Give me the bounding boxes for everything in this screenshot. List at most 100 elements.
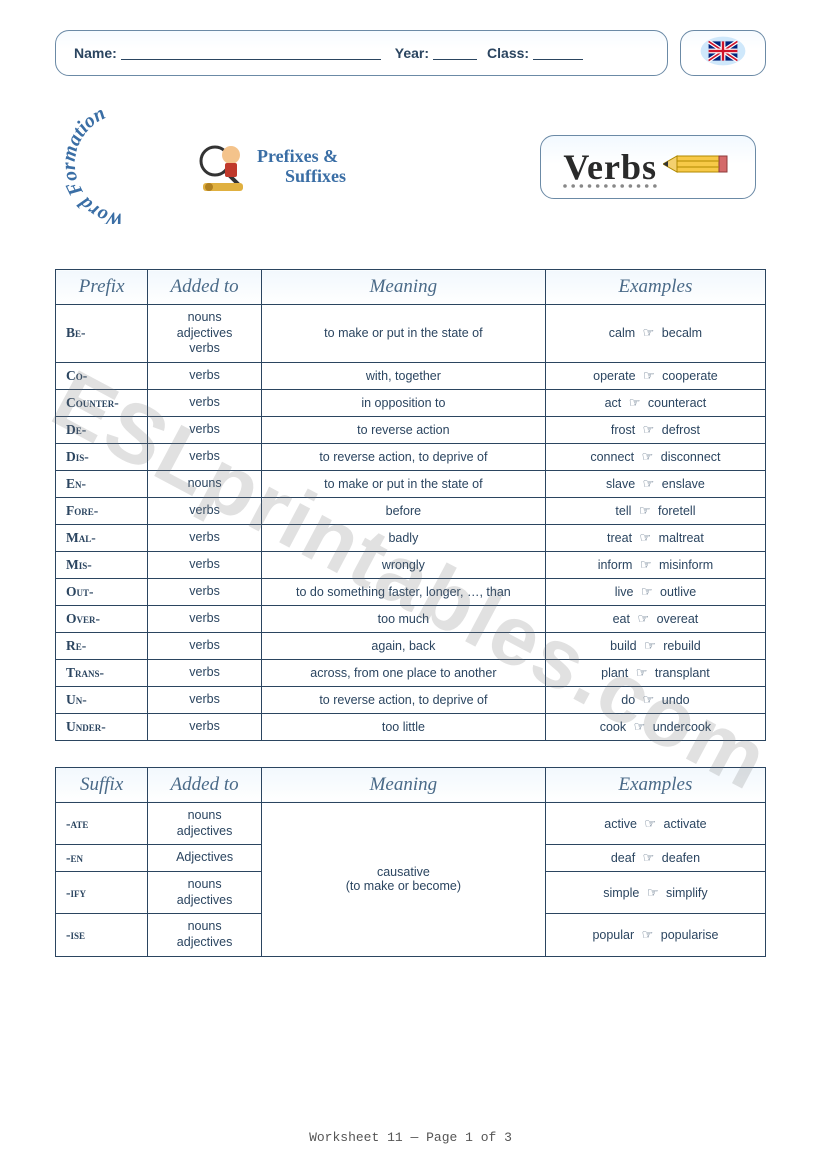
prefix-cell: Fore-: [56, 497, 148, 524]
prefix-cell: En-: [56, 470, 148, 497]
name-label: Name:: [74, 45, 117, 61]
logo-left: Word Formation Prefixes & Suffixes: [65, 104, 346, 229]
meaning-cell: before: [261, 497, 545, 524]
table-row: Dis-verbsto reverse action, to deprive o…: [56, 443, 766, 470]
table-row: De-verbsto reverse actionfrost ☞ defrost: [56, 416, 766, 443]
suffix-table: Suffix Added to Meaning Examples -atenou…: [55, 767, 766, 957]
arrow-icon: ☞: [638, 449, 658, 464]
addedto-header: Added to: [148, 270, 262, 305]
prefix-cell: Re-: [56, 632, 148, 659]
addedto-cell: verbs: [148, 605, 262, 632]
prefix-cell: Mal-: [56, 524, 148, 551]
table-header-row: Suffix Added to Meaning Examples: [56, 767, 766, 802]
examples-cell: treat ☞ maltreat: [545, 524, 765, 551]
addedto-cell: verbs: [148, 686, 262, 713]
addedto-cell: verbs: [148, 659, 262, 686]
pencil-icon: [663, 146, 733, 187]
meaning-cell: again, back: [261, 632, 545, 659]
meaning-cell: across, from one place to another: [261, 659, 545, 686]
year-label: Year:: [395, 45, 429, 61]
verbs-title: Verbs: [563, 146, 657, 188]
arrow-icon: ☞: [639, 476, 659, 491]
flag-box: [680, 30, 766, 76]
table-row: Over-verbstoo mucheat ☞ overeat: [56, 605, 766, 632]
arrow-icon: ☞: [640, 816, 660, 831]
prefix-cell: Counter-: [56, 389, 148, 416]
meaning-cell: to do something faster, longer, …, than: [261, 578, 545, 605]
table-row: En-nounsto make or put in the state ofsl…: [56, 470, 766, 497]
arrow-icon: ☞: [637, 584, 657, 599]
examples-header: Examples: [545, 270, 765, 305]
name-input-line[interactable]: [121, 46, 381, 60]
addedto-cell: verbs: [148, 632, 262, 659]
examples-cell: live ☞ outlive: [545, 578, 765, 605]
meaning-header: Meaning: [261, 270, 545, 305]
examples-cell: plant ☞ transplant: [545, 659, 765, 686]
magnifier-character-icon: [191, 137, 251, 197]
meaning-cell: in opposition to: [261, 389, 545, 416]
addedto-cell: verbs: [148, 524, 262, 551]
arrow-icon: ☞: [639, 850, 659, 865]
examples-cell: calm ☞ becalm: [545, 305, 765, 363]
meaning-cell: to reverse action: [261, 416, 545, 443]
arrow-icon: ☞: [643, 885, 663, 900]
prefixes-suffixes-title: Prefixes & Suffixes: [257, 147, 346, 187]
meaning-cell: to make or put in the state of: [261, 305, 545, 363]
verbs-title-box: Verbs: [540, 135, 756, 199]
addedto-cell: verbs: [148, 713, 262, 740]
addedto-cell: nounsadjectives: [148, 802, 262, 844]
arrow-icon: ☞: [630, 719, 650, 734]
prefixes-line2: Suffixes: [257, 167, 346, 187]
class-label: Class:: [487, 45, 529, 61]
student-info-box: Name: Year: Class:: [55, 30, 668, 76]
year-input-line[interactable]: [433, 46, 477, 60]
addedto-cell: verbs: [148, 443, 262, 470]
table-row: Be-nounsadjectivesverbsto make or put in…: [56, 305, 766, 363]
arrow-icon: ☞: [639, 368, 659, 383]
table-row: Un-verbsto reverse action, to deprive of…: [56, 686, 766, 713]
suffix-cell: -en: [56, 845, 148, 872]
suffix-cell: -ate: [56, 802, 148, 844]
table-row: Under-verbstoo littlecook ☞ undercook: [56, 713, 766, 740]
prefix-cell: Under-: [56, 713, 148, 740]
prefix-cell: Mis-: [56, 551, 148, 578]
examples-cell: popular ☞ popularise: [545, 914, 765, 956]
suffix-cell: -ify: [56, 872, 148, 914]
table-row: Counter-verbsin opposition toact ☞ count…: [56, 389, 766, 416]
arrow-icon: ☞: [625, 395, 645, 410]
prefix-table: Prefix Added to Meaning Examples Be-noun…: [55, 269, 766, 741]
arrow-icon: ☞: [639, 422, 659, 437]
arrow-icon: ☞: [636, 530, 656, 545]
prefix-cell: Dis-: [56, 443, 148, 470]
title-row: Word Formation Prefixes & Suffixes Verbs: [55, 104, 766, 229]
examples-cell: active ☞ activate: [545, 802, 765, 844]
table-header-row: Prefix Added to Meaning Examples: [56, 270, 766, 305]
arrow-icon: ☞: [635, 503, 655, 518]
examples-cell: deaf ☞ deafen: [545, 845, 765, 872]
examples-cell: cook ☞ undercook: [545, 713, 765, 740]
table-row: Trans-verbsacross, from one place to ano…: [56, 659, 766, 686]
arrow-icon: ☞: [638, 927, 658, 942]
prefix-cell: Co-: [56, 362, 148, 389]
class-input-line[interactable]: [533, 46, 583, 60]
meaning-cell: wrongly: [261, 551, 545, 578]
meaning-header: Meaning: [261, 767, 545, 802]
table-row: Out-verbsto do something faster, longer,…: [56, 578, 766, 605]
meaning-cell: badly: [261, 524, 545, 551]
examples-cell: operate ☞ cooperate: [545, 362, 765, 389]
arrow-icon: ☞: [633, 611, 653, 626]
arrow-icon: ☞: [636, 557, 656, 572]
examples-cell: eat ☞ overeat: [545, 605, 765, 632]
meaning-cell: too much: [261, 605, 545, 632]
table-row: Co-verbswith, togetheroperate ☞ cooperat…: [56, 362, 766, 389]
addedto-cell: verbs: [148, 497, 262, 524]
prefix-header: Prefix: [56, 270, 148, 305]
examples-header: Examples: [545, 767, 765, 802]
prefix-cell: Over-: [56, 605, 148, 632]
addedto-cell: Adjectives: [148, 845, 262, 872]
examples-cell: connect ☞ disconnect: [545, 443, 765, 470]
examples-cell: act ☞ counteract: [545, 389, 765, 416]
meaning-cell: to reverse action, to deprive of: [261, 686, 545, 713]
table-row: -atenounsadjectivescausative(to make or …: [56, 802, 766, 844]
meaning-cell: too little: [261, 713, 545, 740]
